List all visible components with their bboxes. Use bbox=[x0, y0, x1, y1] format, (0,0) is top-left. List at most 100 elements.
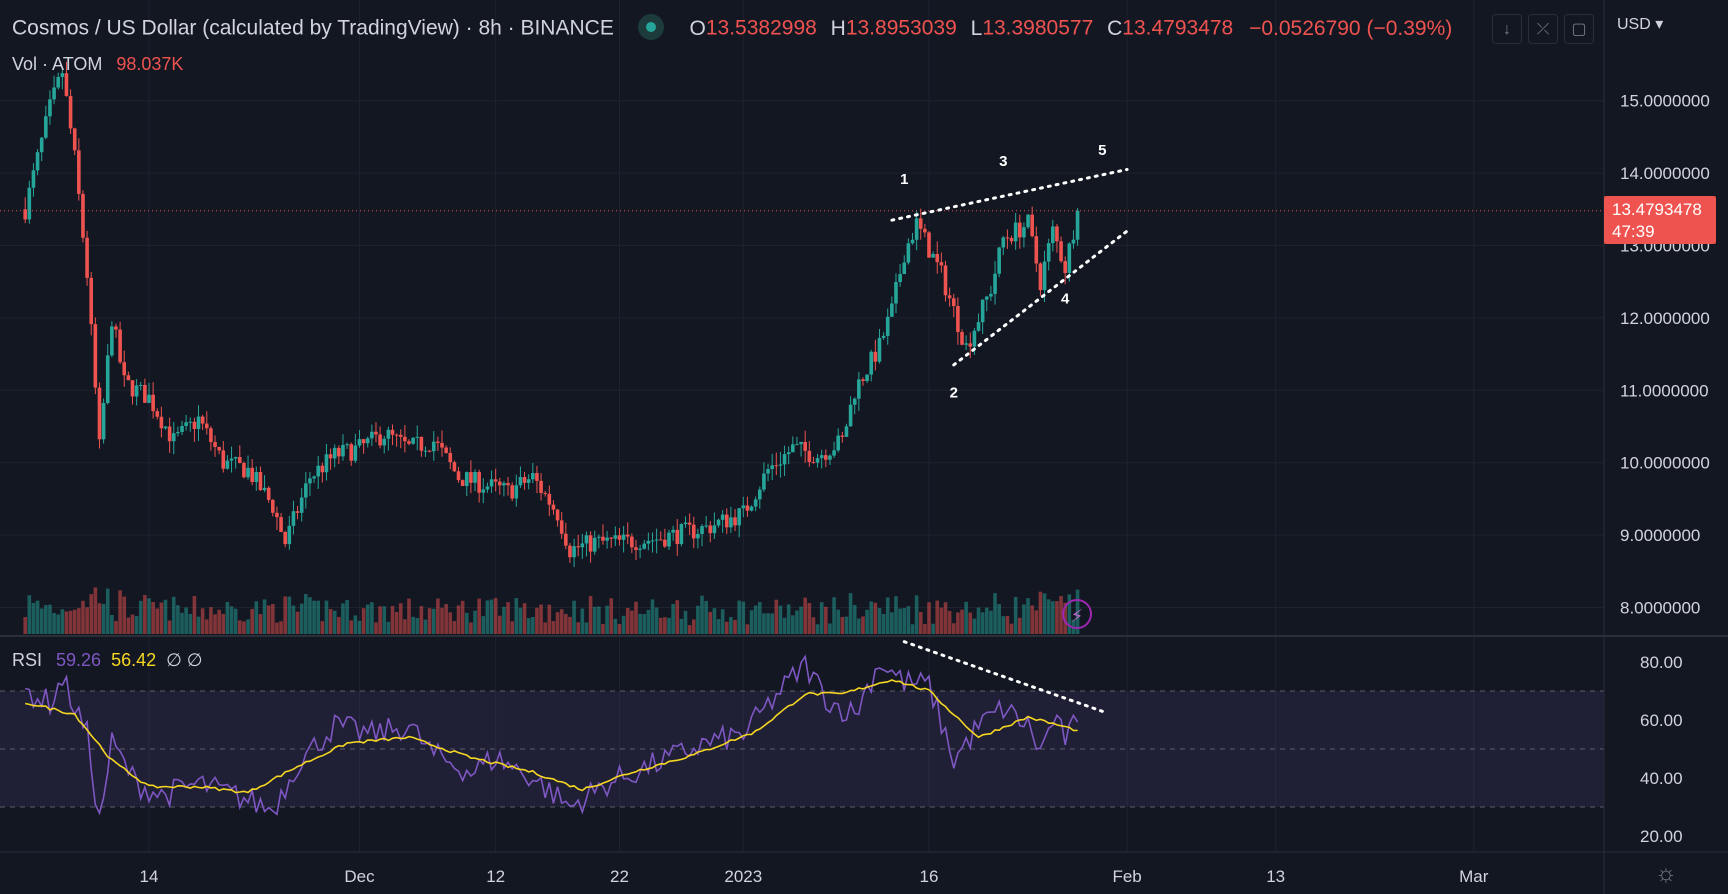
volume-bar bbox=[543, 622, 547, 634]
ohlc-close-label: C bbox=[1107, 16, 1123, 40]
volume-bar bbox=[989, 610, 993, 634]
symbol-title[interactable]: Cosmos / US Dollar (calculated by Tradin… bbox=[12, 16, 614, 40]
volume-bar bbox=[795, 610, 799, 634]
volume-bar bbox=[597, 606, 601, 634]
candle-body bbox=[984, 296, 989, 300]
download-arrow-icon[interactable]: ↓ bbox=[1492, 14, 1522, 44]
candle-body bbox=[828, 455, 832, 460]
candle-body bbox=[134, 385, 139, 397]
time-tick-label: 16 bbox=[920, 867, 939, 886]
candle-body bbox=[81, 193, 85, 238]
candle-body bbox=[947, 295, 952, 299]
volume-bar bbox=[766, 613, 770, 634]
symbol-legend[interactable]: Cosmos / US Dollar (calculated by Tradin… bbox=[12, 14, 1452, 42]
price-tick-label: 15.0000000 bbox=[1620, 92, 1710, 111]
candle-body bbox=[931, 253, 935, 258]
candle-body bbox=[415, 436, 420, 438]
volume-bar bbox=[997, 603, 1001, 634]
candle-body bbox=[473, 472, 477, 483]
candle-body bbox=[48, 99, 52, 117]
rsi-legend[interactable]: RSI 59.26 56.42 ∅ ∅ bbox=[12, 650, 202, 671]
wave-label: 5 bbox=[1098, 142, 1106, 159]
volume-bar bbox=[898, 608, 902, 634]
volume-bar bbox=[262, 599, 267, 634]
volume-bar bbox=[964, 601, 968, 634]
candle-body bbox=[564, 533, 568, 546]
volume-legend[interactable]: Vol · ATOM 98.037K bbox=[12, 54, 183, 75]
rsi-label[interactable]: RSI bbox=[12, 650, 43, 670]
volume-bar bbox=[1017, 617, 1022, 634]
volume-bar bbox=[242, 621, 246, 634]
candle-body bbox=[485, 486, 490, 490]
candle-body bbox=[44, 116, 48, 138]
volume-bar bbox=[440, 607, 444, 634]
candle-body bbox=[997, 247, 1001, 274]
price-tick-label: 14.0000000 bbox=[1620, 164, 1710, 183]
candle-body bbox=[630, 536, 634, 548]
volume-bar bbox=[27, 595, 32, 634]
volume-bar bbox=[522, 603, 527, 634]
candle-body bbox=[815, 458, 820, 463]
candle-body bbox=[696, 533, 700, 539]
candle-body bbox=[811, 462, 816, 464]
candle-body bbox=[345, 444, 349, 446]
volume-bar bbox=[171, 596, 176, 634]
candle-body bbox=[506, 483, 510, 486]
candle-body bbox=[275, 512, 279, 518]
volume-bar bbox=[349, 620, 354, 634]
volume-bar bbox=[126, 617, 131, 634]
volume-bar bbox=[180, 612, 184, 634]
gear-icon[interactable]: ☼ bbox=[1655, 860, 1677, 887]
candle-body bbox=[271, 499, 275, 513]
candle-body bbox=[786, 452, 791, 455]
candle-body bbox=[167, 426, 172, 442]
ohlc-close-value: 13.4793478 bbox=[1122, 16, 1234, 40]
candle-body bbox=[407, 441, 411, 444]
time-tick-label: Mar bbox=[1459, 867, 1489, 886]
candle-body bbox=[700, 526, 704, 534]
volume-bar bbox=[382, 606, 387, 634]
collapse-icon[interactable]: ⤫ bbox=[1528, 14, 1558, 44]
candle-body bbox=[171, 433, 176, 442]
candle-body bbox=[138, 384, 143, 386]
volume-bar bbox=[456, 605, 461, 634]
candle-body bbox=[176, 431, 180, 434]
volume-label[interactable]: Vol · ATOM bbox=[12, 54, 103, 74]
time-tick-label: 14 bbox=[140, 867, 159, 886]
candle-body bbox=[266, 487, 271, 500]
candle-body bbox=[204, 423, 209, 429]
candle-body bbox=[1001, 237, 1006, 248]
volume-bar bbox=[791, 615, 795, 634]
volume-bar bbox=[357, 620, 362, 634]
volume-bar bbox=[906, 606, 911, 634]
candle-body bbox=[105, 355, 110, 404]
candle-body bbox=[803, 441, 807, 451]
candle-body bbox=[436, 441, 440, 443]
volume-bar bbox=[778, 605, 783, 634]
candle-body bbox=[720, 514, 725, 520]
candle-body bbox=[526, 479, 531, 483]
candle-body bbox=[993, 273, 997, 294]
volume-bar bbox=[551, 620, 556, 634]
volume-bar bbox=[592, 606, 597, 634]
volume-bar bbox=[184, 607, 188, 634]
candle-body bbox=[328, 454, 333, 459]
volume-bar bbox=[733, 619, 737, 634]
candle-body bbox=[951, 298, 956, 307]
time-tick-label: 22 bbox=[610, 867, 629, 886]
volume-bar bbox=[1034, 610, 1039, 634]
currency-selector[interactable]: USD ▾ bbox=[1617, 16, 1664, 33]
volume-bar bbox=[1013, 596, 1018, 634]
candle-body bbox=[861, 379, 865, 382]
candle-body bbox=[576, 546, 581, 548]
lightning-icon[interactable]: ⚡ bbox=[1062, 599, 1092, 629]
candle-body bbox=[733, 517, 737, 526]
time-tick-label: 2023 bbox=[724, 867, 762, 886]
fullscreen-icon[interactable]: ▢ bbox=[1564, 14, 1594, 44]
volume-bar bbox=[52, 613, 56, 634]
volume-bar bbox=[757, 602, 762, 634]
volume-bar bbox=[452, 621, 457, 634]
bar-countdown: 47:39 bbox=[1612, 222, 1655, 241]
candle-body bbox=[77, 150, 81, 194]
